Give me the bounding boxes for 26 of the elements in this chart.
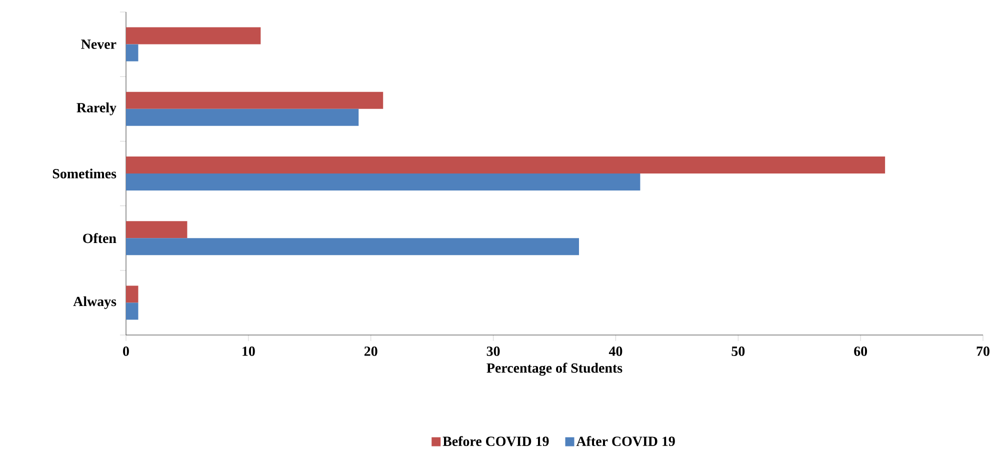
x-tick-label: 50: [732, 346, 745, 356]
y-tick-label: Never: [81, 40, 116, 49]
bar: [126, 27, 261, 44]
bar: [126, 108, 359, 126]
y-tick-label: Sometimes: [52, 168, 116, 178]
bar: [126, 44, 138, 62]
legend-label: Before COVID 19: [442, 436, 549, 446]
y-tick-label: Often: [83, 233, 116, 244]
x-axis-title: Percentage of Students: [486, 362, 622, 376]
y-tick-label: Rarely: [76, 102, 116, 116]
bar: [126, 286, 138, 303]
x-tick-label: 10: [242, 346, 255, 356]
x-tick-label: 30: [486, 346, 500, 356]
x-tick-label: 70: [976, 346, 990, 356]
bar: [126, 238, 579, 256]
bar: [126, 92, 384, 109]
x-tick-label: 0: [123, 346, 129, 356]
x-tick-label: 40: [608, 346, 622, 356]
legend-label: After COVID 19: [576, 436, 675, 446]
bar: [126, 302, 138, 320]
x-tick-label: 60: [854, 346, 868, 356]
bar: [126, 174, 640, 191]
bar: [126, 156, 886, 174]
bar: [126, 221, 188, 238]
x-tick-label: 20: [364, 346, 378, 356]
y-tick-label: Always: [73, 296, 116, 310]
